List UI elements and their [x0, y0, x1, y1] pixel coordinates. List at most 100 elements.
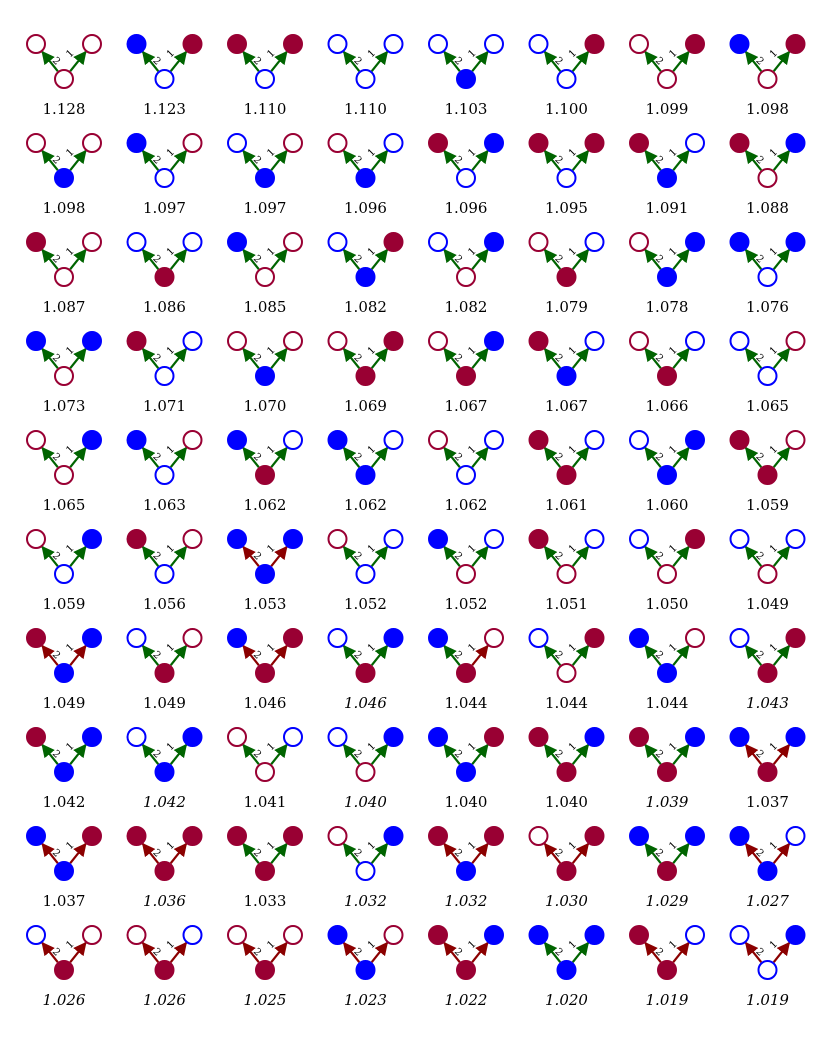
edge-left [443, 743, 461, 765]
edge-left [443, 50, 461, 72]
node-top-left [629, 925, 649, 945]
motif-cell: 21 1.051 [528, 529, 605, 613]
edge-right [69, 248, 87, 270]
node-bottom [757, 861, 778, 881]
edge-label-left: 2 [452, 649, 464, 661]
node-top-right [685, 34, 705, 54]
node-top-left [26, 34, 46, 54]
edge-left [744, 941, 763, 963]
motif-cell: 21 1.063 [126, 430, 203, 514]
edge-right [169, 842, 188, 864]
edge-left [41, 446, 59, 468]
edge-left [41, 743, 59, 765]
edge-left [141, 941, 160, 963]
edge-label-right: 1 [165, 840, 177, 852]
motif-value-label: 1.020 [545, 991, 588, 1009]
edge-right [370, 644, 389, 666]
edge-left [543, 545, 562, 567]
node-top-left [629, 430, 649, 450]
edge-left [543, 347, 562, 369]
edge-label-right: 1 [265, 741, 277, 753]
motif-cell: 21 1.056 [126, 529, 203, 613]
edge-left [141, 446, 160, 468]
edge-right [672, 149, 690, 171]
edge-label-right: 1 [567, 345, 579, 357]
edge-label-right: 1 [64, 444, 76, 456]
edge-label-right: 1 [567, 642, 579, 654]
edge-label-right: 1 [466, 345, 478, 357]
motif-value-label: 1.030 [545, 892, 588, 910]
motif-cell: 21 1.103 [428, 34, 504, 118]
edge-left [644, 941, 662, 963]
edge-left [242, 50, 260, 72]
motif-cell: 21 1.091 [629, 133, 705, 217]
node-top-right [484, 331, 504, 351]
motif-value-label: 1.049 [746, 595, 789, 613]
edge-label-left: 2 [552, 847, 564, 859]
edge-label-left: 2 [351, 352, 363, 364]
edge-label-left: 2 [351, 847, 363, 859]
node-top-left [629, 232, 649, 252]
motif-value-label: 1.026 [43, 991, 86, 1009]
motif-cell: 21 1.073 [26, 331, 102, 415]
node-bottom [757, 366, 778, 386]
node-top-left [528, 232, 549, 252]
motif-cell: 21 1.098 [729, 34, 806, 118]
node-bottom [54, 564, 74, 584]
edge-label-right: 1 [265, 543, 277, 555]
edge-right [270, 248, 288, 270]
node-top-right [182, 232, 203, 252]
motif-value-label: 1.052 [445, 595, 488, 613]
edge-label-left: 2 [452, 55, 464, 67]
node-top-left [327, 34, 348, 54]
node-bottom [556, 960, 577, 980]
edge-label-right: 1 [265, 147, 277, 159]
edge-label-left: 2 [552, 550, 564, 562]
edge-label-left: 2 [50, 550, 62, 562]
edge-right [471, 149, 489, 171]
node-top-left [528, 34, 549, 54]
node-top-right [584, 925, 605, 945]
node-top-right [484, 34, 504, 54]
motif-cell: 21 1.050 [629, 529, 705, 613]
node-top-left [729, 133, 750, 153]
node-top-right [182, 529, 203, 549]
motif-value-label: 1.065 [746, 397, 789, 415]
node-top-right [182, 331, 203, 351]
motif-cell: 21 1.040 [428, 727, 504, 811]
node-top-left [428, 727, 448, 747]
edge-label-right: 1 [567, 444, 579, 456]
edge-label-left: 2 [150, 352, 162, 364]
node-top-right [182, 133, 203, 153]
node-top-right [82, 34, 102, 54]
motif-value-label: 1.049 [143, 694, 186, 712]
node-bottom [355, 564, 376, 584]
edge-label-right: 1 [667, 543, 679, 555]
edge-label-right: 1 [667, 642, 679, 654]
edge-right [69, 50, 87, 72]
node-top-right [785, 331, 806, 351]
node-top-left [227, 826, 247, 846]
motif-cell: 21 1.040 [528, 727, 605, 811]
edge-left [41, 50, 59, 72]
edge-label-left: 2 [452, 154, 464, 166]
edge-right [471, 941, 489, 963]
node-top-right [785, 34, 806, 54]
node-bottom [456, 267, 476, 287]
node-top-right [685, 727, 705, 747]
node-top-right [584, 529, 605, 549]
node-top-left [629, 529, 649, 549]
edge-right [370, 149, 389, 171]
edge-label-right: 1 [165, 246, 177, 258]
edge-right [672, 743, 690, 765]
edge-right [772, 545, 791, 567]
node-top-left [528, 628, 549, 648]
motif-value-label: 1.037 [43, 892, 86, 910]
edge-label-left: 2 [150, 748, 162, 760]
edge-left [342, 347, 361, 369]
edge-label-right: 1 [768, 939, 780, 951]
motif-value-label: 1.060 [646, 496, 689, 514]
edge-label-left: 2 [351, 253, 363, 265]
edge-left [242, 644, 260, 666]
node-top-left [327, 331, 348, 351]
